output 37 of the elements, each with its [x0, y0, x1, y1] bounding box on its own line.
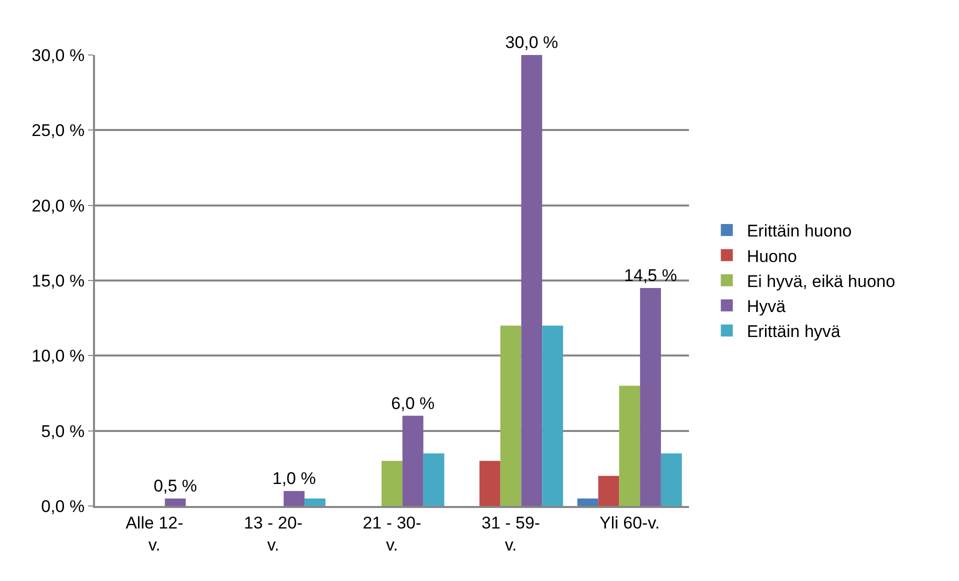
bar — [284, 490, 305, 506]
data-label: 6,0 % — [391, 394, 435, 413]
bar — [479, 460, 500, 506]
bar — [577, 498, 598, 506]
x-tick-label: 13 - 20-v. — [244, 513, 302, 554]
legend-label: Erittäin hyvä — [746, 322, 841, 342]
legend-label: Huono — [746, 246, 797, 266]
y-tick-label: 15,0 % — [32, 271, 85, 290]
x-tick-label: Alle 12-v. — [126, 513, 184, 554]
bar — [640, 288, 661, 506]
data-label: 30,0 % — [505, 33, 558, 52]
bar — [500, 326, 522, 506]
bar — [423, 453, 444, 506]
data-label: 14,5 % — [624, 266, 677, 286]
y-tick-label: 5,0 % — [41, 422, 85, 441]
bar — [598, 476, 620, 506]
y-tick-label: 30,0 % — [32, 46, 85, 65]
bar — [304, 498, 326, 506]
x-tick-label: 21 - 30-v. — [362, 513, 422, 554]
legend-label: Erittäin huono — [746, 222, 852, 241]
bar — [402, 416, 424, 506]
data-label: 1,0 % — [272, 468, 316, 488]
y-tick-label: 20,0 % — [32, 196, 85, 216]
data-label: 0,5 % — [154, 476, 198, 496]
bar — [521, 55, 542, 506]
y-tick-label: 0,0 % — [41, 496, 85, 516]
bar — [619, 386, 640, 506]
y-tick-label: 10,0 % — [32, 346, 85, 366]
bar — [382, 460, 402, 506]
bar — [542, 326, 564, 506]
bar — [660, 453, 682, 506]
legend-label: Hyvä — [746, 296, 786, 316]
legend-label: Ei hyvä, eikä huono — [746, 272, 896, 291]
bar — [164, 498, 186, 506]
x-tick-label: Yli 60-v. — [600, 513, 660, 532]
x-tick-label: 31 - 59-v. — [482, 513, 540, 554]
y-tick-label: 25,0 % — [32, 121, 85, 140]
